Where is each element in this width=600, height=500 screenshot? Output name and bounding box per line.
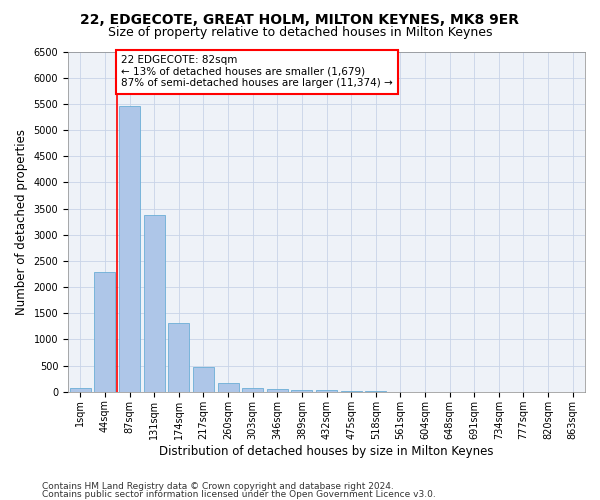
Bar: [242, 388, 263, 392]
Bar: [94, 272, 115, 392]
Bar: [316, 390, 337, 392]
X-axis label: Distribution of detached houses by size in Milton Keynes: Distribution of detached houses by size …: [159, 444, 494, 458]
Bar: [169, 323, 189, 392]
Text: 22 EDGECOTE: 82sqm
← 13% of detached houses are smaller (1,679)
87% of semi-deta: 22 EDGECOTE: 82sqm ← 13% of detached hou…: [121, 55, 393, 88]
Text: Size of property relative to detached houses in Milton Keynes: Size of property relative to detached ho…: [108, 26, 492, 39]
Bar: [119, 106, 140, 392]
Bar: [292, 390, 313, 392]
Bar: [218, 383, 239, 392]
Y-axis label: Number of detached properties: Number of detached properties: [15, 128, 28, 314]
Bar: [341, 391, 362, 392]
Text: Contains public sector information licensed under the Open Government Licence v3: Contains public sector information licen…: [42, 490, 436, 499]
Bar: [70, 388, 91, 392]
Bar: [144, 215, 164, 392]
Text: Contains HM Land Registry data © Crown copyright and database right 2024.: Contains HM Land Registry data © Crown c…: [42, 482, 394, 491]
Bar: [193, 366, 214, 392]
Bar: [267, 389, 288, 392]
Text: 22, EDGECOTE, GREAT HOLM, MILTON KEYNES, MK8 9ER: 22, EDGECOTE, GREAT HOLM, MILTON KEYNES,…: [80, 12, 520, 26]
